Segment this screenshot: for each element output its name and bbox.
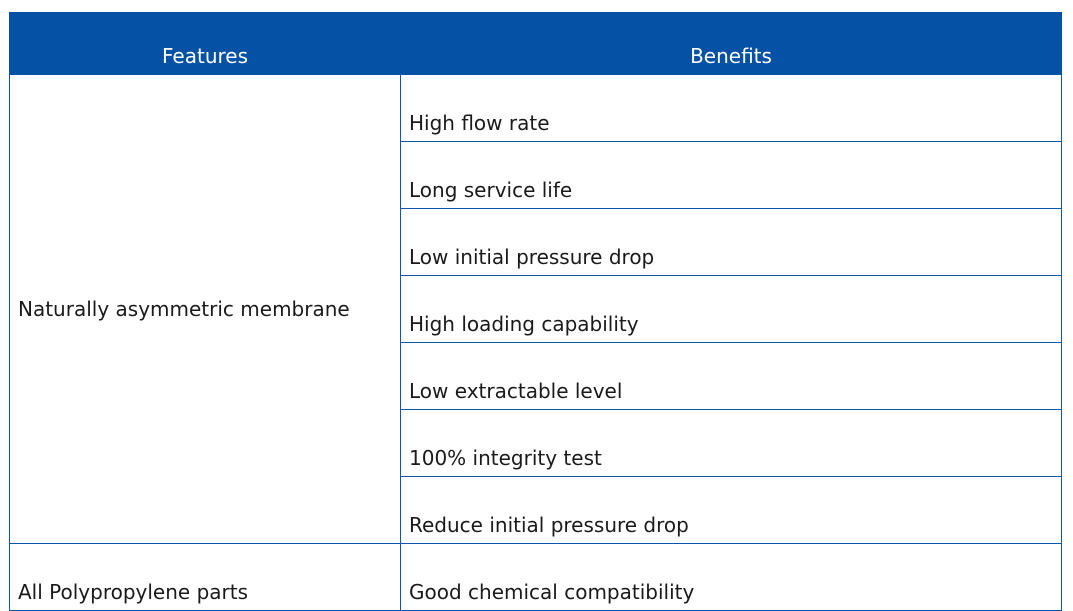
table-row: Naturally asymmetric membrane High flow … <box>9 74 1062 544</box>
features-header-label: Features <box>162 44 248 68</box>
benefit-cell: Low initial pressure drop <box>400 208 1062 276</box>
benefit-cell: 100% integrity test <box>400 409 1062 477</box>
feature-cell: All Polypropylene parts <box>9 543 401 611</box>
benefits-header-label: Benefits <box>690 44 772 68</box>
benefit-cell: Long service life <box>400 141 1062 209</box>
table-row: Long service life <box>10 141 1062 209</box>
benefit-cell: Reduce initial pressure drop <box>400 476 1062 544</box>
table-row: All Polypropylene parts Good chemical co… <box>9 543 1062 611</box>
table-row: Reduce initial pressure drop <box>10 476 1062 544</box>
table-row: Low initial pressure drop <box>10 208 1062 276</box>
benefit-cell: High flow rate <box>400 74 1062 142</box>
benefit-cell: Low extractable level <box>400 342 1062 410</box>
features-benefits-table: Features Benefits Naturally asymmetric m… <box>9 12 1062 611</box>
benefit-cell: Good chemical compatibility <box>400 543 1062 611</box>
feature-cell: Naturally asymmetric membrane <box>9 74 401 544</box>
table-header-row: Features Benefits <box>9 12 1062 75</box>
features-benefits-table-container: Features Benefits Naturally asymmetric m… <box>9 12 1062 611</box>
benefit-cell: High loading capability <box>400 275 1062 343</box>
benefits-column-header: Benefits <box>400 12 1062 75</box>
features-column-header: Features <box>9 12 401 75</box>
table-row: High loading capability <box>10 275 1062 343</box>
